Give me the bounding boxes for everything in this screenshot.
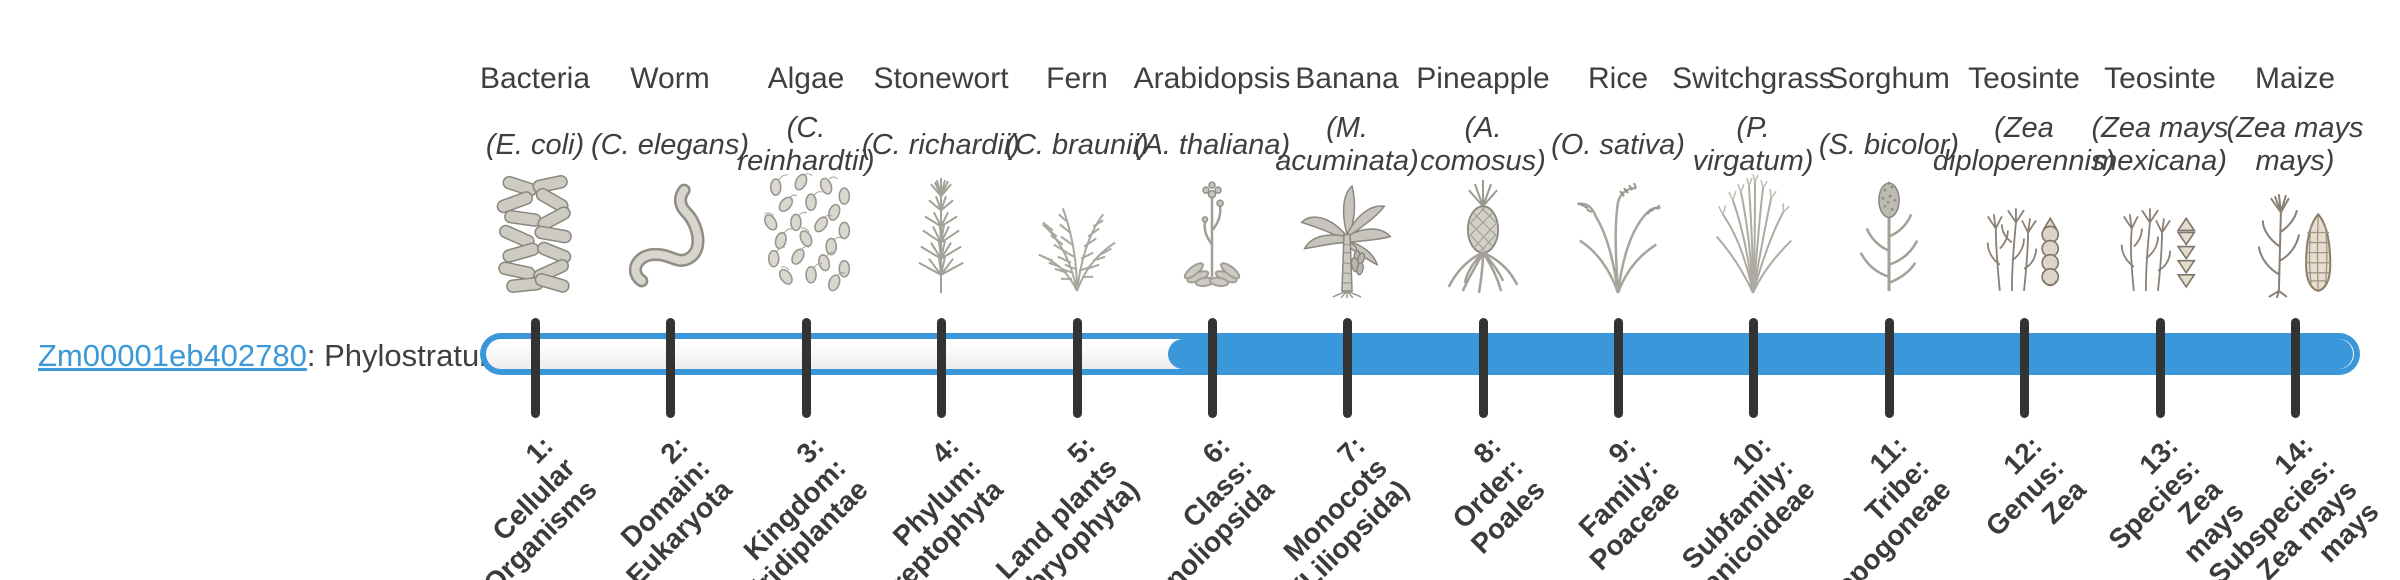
organism-species: (A. comosus) <box>1420 112 1546 177</box>
organism-name: Arabidopsis <box>1133 62 1291 95</box>
maize-icon <box>2240 172 2350 299</box>
fern-icon <box>1022 172 1132 298</box>
organism-name: Teosinte <box>1968 62 2080 95</box>
timeline-bar <box>480 333 2360 375</box>
gene-link[interactable]: Zm00001eb402780 <box>38 338 307 373</box>
organism-species: (C. richardii) <box>862 128 1020 161</box>
organism-species: (C. braunii) <box>1005 128 1149 161</box>
organism-species: (P. virgatum) <box>1692 112 1814 177</box>
organism-name: Switchgrass <box>1672 62 1834 95</box>
organism-name: Banana <box>1295 62 1399 95</box>
phylostratum-tick <box>802 318 811 418</box>
organism-species: (O. sativa) <box>1551 128 1685 161</box>
organism-species: (Zea diploperennis) <box>1932 112 2116 177</box>
bacteria-icon <box>480 172 590 298</box>
organism-name: Bacteria <box>479 62 591 95</box>
organism-species: (E. coli) <box>485 128 585 161</box>
teosinte-mexicana-icon <box>2105 172 2215 298</box>
phylostratum-tick <box>666 318 675 418</box>
organism-name: Algae <box>767 62 845 95</box>
phylostratum-tick <box>531 318 540 418</box>
organism-species: (M. acuminata) <box>1275 112 1419 177</box>
organism-name: Rice <box>1587 62 1648 95</box>
worm-icon <box>615 172 725 298</box>
switchgrass-icon <box>1698 172 1808 298</box>
organism-species: (A. thaliana) <box>1133 128 1291 161</box>
phylostratum-tick <box>1614 318 1623 418</box>
phylostratum-tick <box>1208 318 1217 418</box>
teosinte-diploperennis-icon <box>1969 172 2079 298</box>
organism-species: (Zea mays mexicana) <box>2091 112 2229 177</box>
organism-name: Maize <box>2254 62 2336 95</box>
organism-species: (Zea mays mays) <box>2226 112 2364 177</box>
pineapple-icon <box>1428 172 1538 298</box>
phylostratum-tick <box>2156 318 2165 418</box>
stonewort-icon <box>886 172 996 298</box>
banana-icon <box>1292 172 1402 299</box>
arabidopsis-icon <box>1157 172 1267 298</box>
organism-name: Sorghum <box>1828 62 1950 95</box>
rice-icon <box>1563 172 1673 298</box>
phylostratum-tick <box>937 318 946 418</box>
phylostratum-tick <box>1749 318 1758 418</box>
phylostratum-tick <box>1885 318 1894 418</box>
timeline-bar-filled-segment <box>1168 339 2353 369</box>
organism-name: Teosinte <box>2104 62 2216 95</box>
phylostratum-tick <box>2020 318 2029 418</box>
sorghum-icon <box>1834 172 1944 298</box>
organism-name: Pineapple <box>1416 62 1550 95</box>
organism-name: Worm <box>630 62 710 95</box>
organism-name: Stonewort <box>873 62 1009 95</box>
phylostratum-tick <box>1343 318 1352 418</box>
organism-name: Fern <box>1046 62 1108 95</box>
organism-species: (C. elegans) <box>591 128 749 161</box>
organism-species: (C. reinhardtii) <box>737 112 875 177</box>
phylostratum-tick <box>2291 318 2300 418</box>
phylostratum-tick <box>1073 318 1082 418</box>
phylostratum-tick <box>1479 318 1488 418</box>
organism-species: (S. bicolor) <box>1818 128 1960 161</box>
algae-icon <box>751 172 861 298</box>
